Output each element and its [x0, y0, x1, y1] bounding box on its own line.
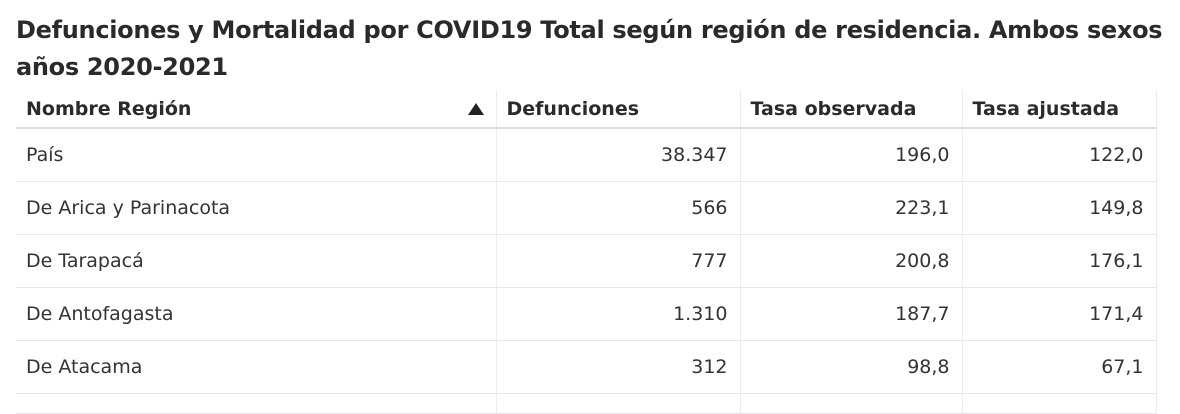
cell-region: De Tarapacá [16, 234, 497, 288]
cell-tasa-ajustada: 176,1 [962, 234, 1157, 288]
data-table: Nombre Región Defunciones Tasa observada… [16, 90, 1157, 414]
cell-defunciones: 312 [496, 340, 741, 394]
cell-region: De Arica y Parinacota [16, 181, 497, 235]
cell-tasa-observada: 196,0 [740, 128, 963, 182]
column-header-tasa-observada-label: Tasa observada [750, 97, 917, 120]
table-row[interactable]: De Atacama 312 98,8 67,1 [16, 340, 1157, 394]
table-row-partial [16, 393, 1157, 414]
column-header-tasa-ajustada[interactable]: Tasa ajustada [962, 90, 1157, 129]
cell-region: De Antofagasta [16, 287, 497, 341]
column-header-region-label: Nombre Región [26, 97, 192, 120]
column-header-tasa-observada[interactable]: Tasa observada [740, 90, 963, 129]
cell-defunciones: 777 [496, 234, 741, 288]
column-header-tasa-ajustada-label: Tasa ajustada [972, 97, 1120, 120]
cell-tasa-ajustada: 171,4 [962, 287, 1157, 341]
cell-defunciones: 1.310 [496, 287, 741, 341]
column-header-region[interactable]: Nombre Región [16, 90, 497, 129]
cell-tasa-ajustada: 122,0 [962, 128, 1157, 182]
cell-empty [962, 393, 1157, 414]
cell-tasa-observada: 187,7 [740, 287, 963, 341]
table-row[interactable]: De Arica y Parinacota 566 223,1 149,8 [16, 181, 1157, 235]
cell-empty [740, 393, 963, 414]
cell-empty [496, 393, 741, 414]
column-header-defunciones-label: Defunciones [506, 97, 640, 120]
cell-region: De Atacama [16, 340, 497, 394]
cell-tasa-observada: 223,1 [740, 181, 963, 235]
title-line-1: Defunciones y Mortalidad por COVID19 Tot… [16, 16, 1163, 44]
cell-tasa-observada: 200,8 [740, 234, 963, 288]
table-title: Defunciones y Mortalidad por COVID19 Tot… [16, 12, 1176, 86]
table-row[interactable]: De Tarapacá 777 200,8 176,1 [16, 234, 1157, 288]
table-row[interactable]: País 38.347 196,0 122,0 [16, 128, 1157, 182]
column-header-defunciones[interactable]: Defunciones [496, 90, 741, 129]
cell-defunciones: 38.347 [496, 128, 741, 182]
table-row[interactable]: De Antofagasta 1.310 187,7 171,4 [16, 287, 1157, 341]
cell-tasa-observada: 98,8 [740, 340, 963, 394]
title-line-2: años 2020-2021 [16, 53, 228, 81]
cell-tasa-ajustada: 67,1 [962, 340, 1157, 394]
table-body: País 38.347 196,0 122,0 De Arica y Parin… [16, 128, 1157, 414]
cell-defunciones: 566 [496, 181, 741, 235]
cell-empty [16, 393, 497, 414]
cell-region: País [16, 128, 497, 182]
sort-ascending-icon[interactable] [467, 102, 484, 115]
table-header: Nombre Región Defunciones Tasa observada… [16, 90, 1157, 129]
cell-tasa-ajustada: 149,8 [962, 181, 1157, 235]
header-row: Nombre Región Defunciones Tasa observada… [16, 90, 1157, 129]
